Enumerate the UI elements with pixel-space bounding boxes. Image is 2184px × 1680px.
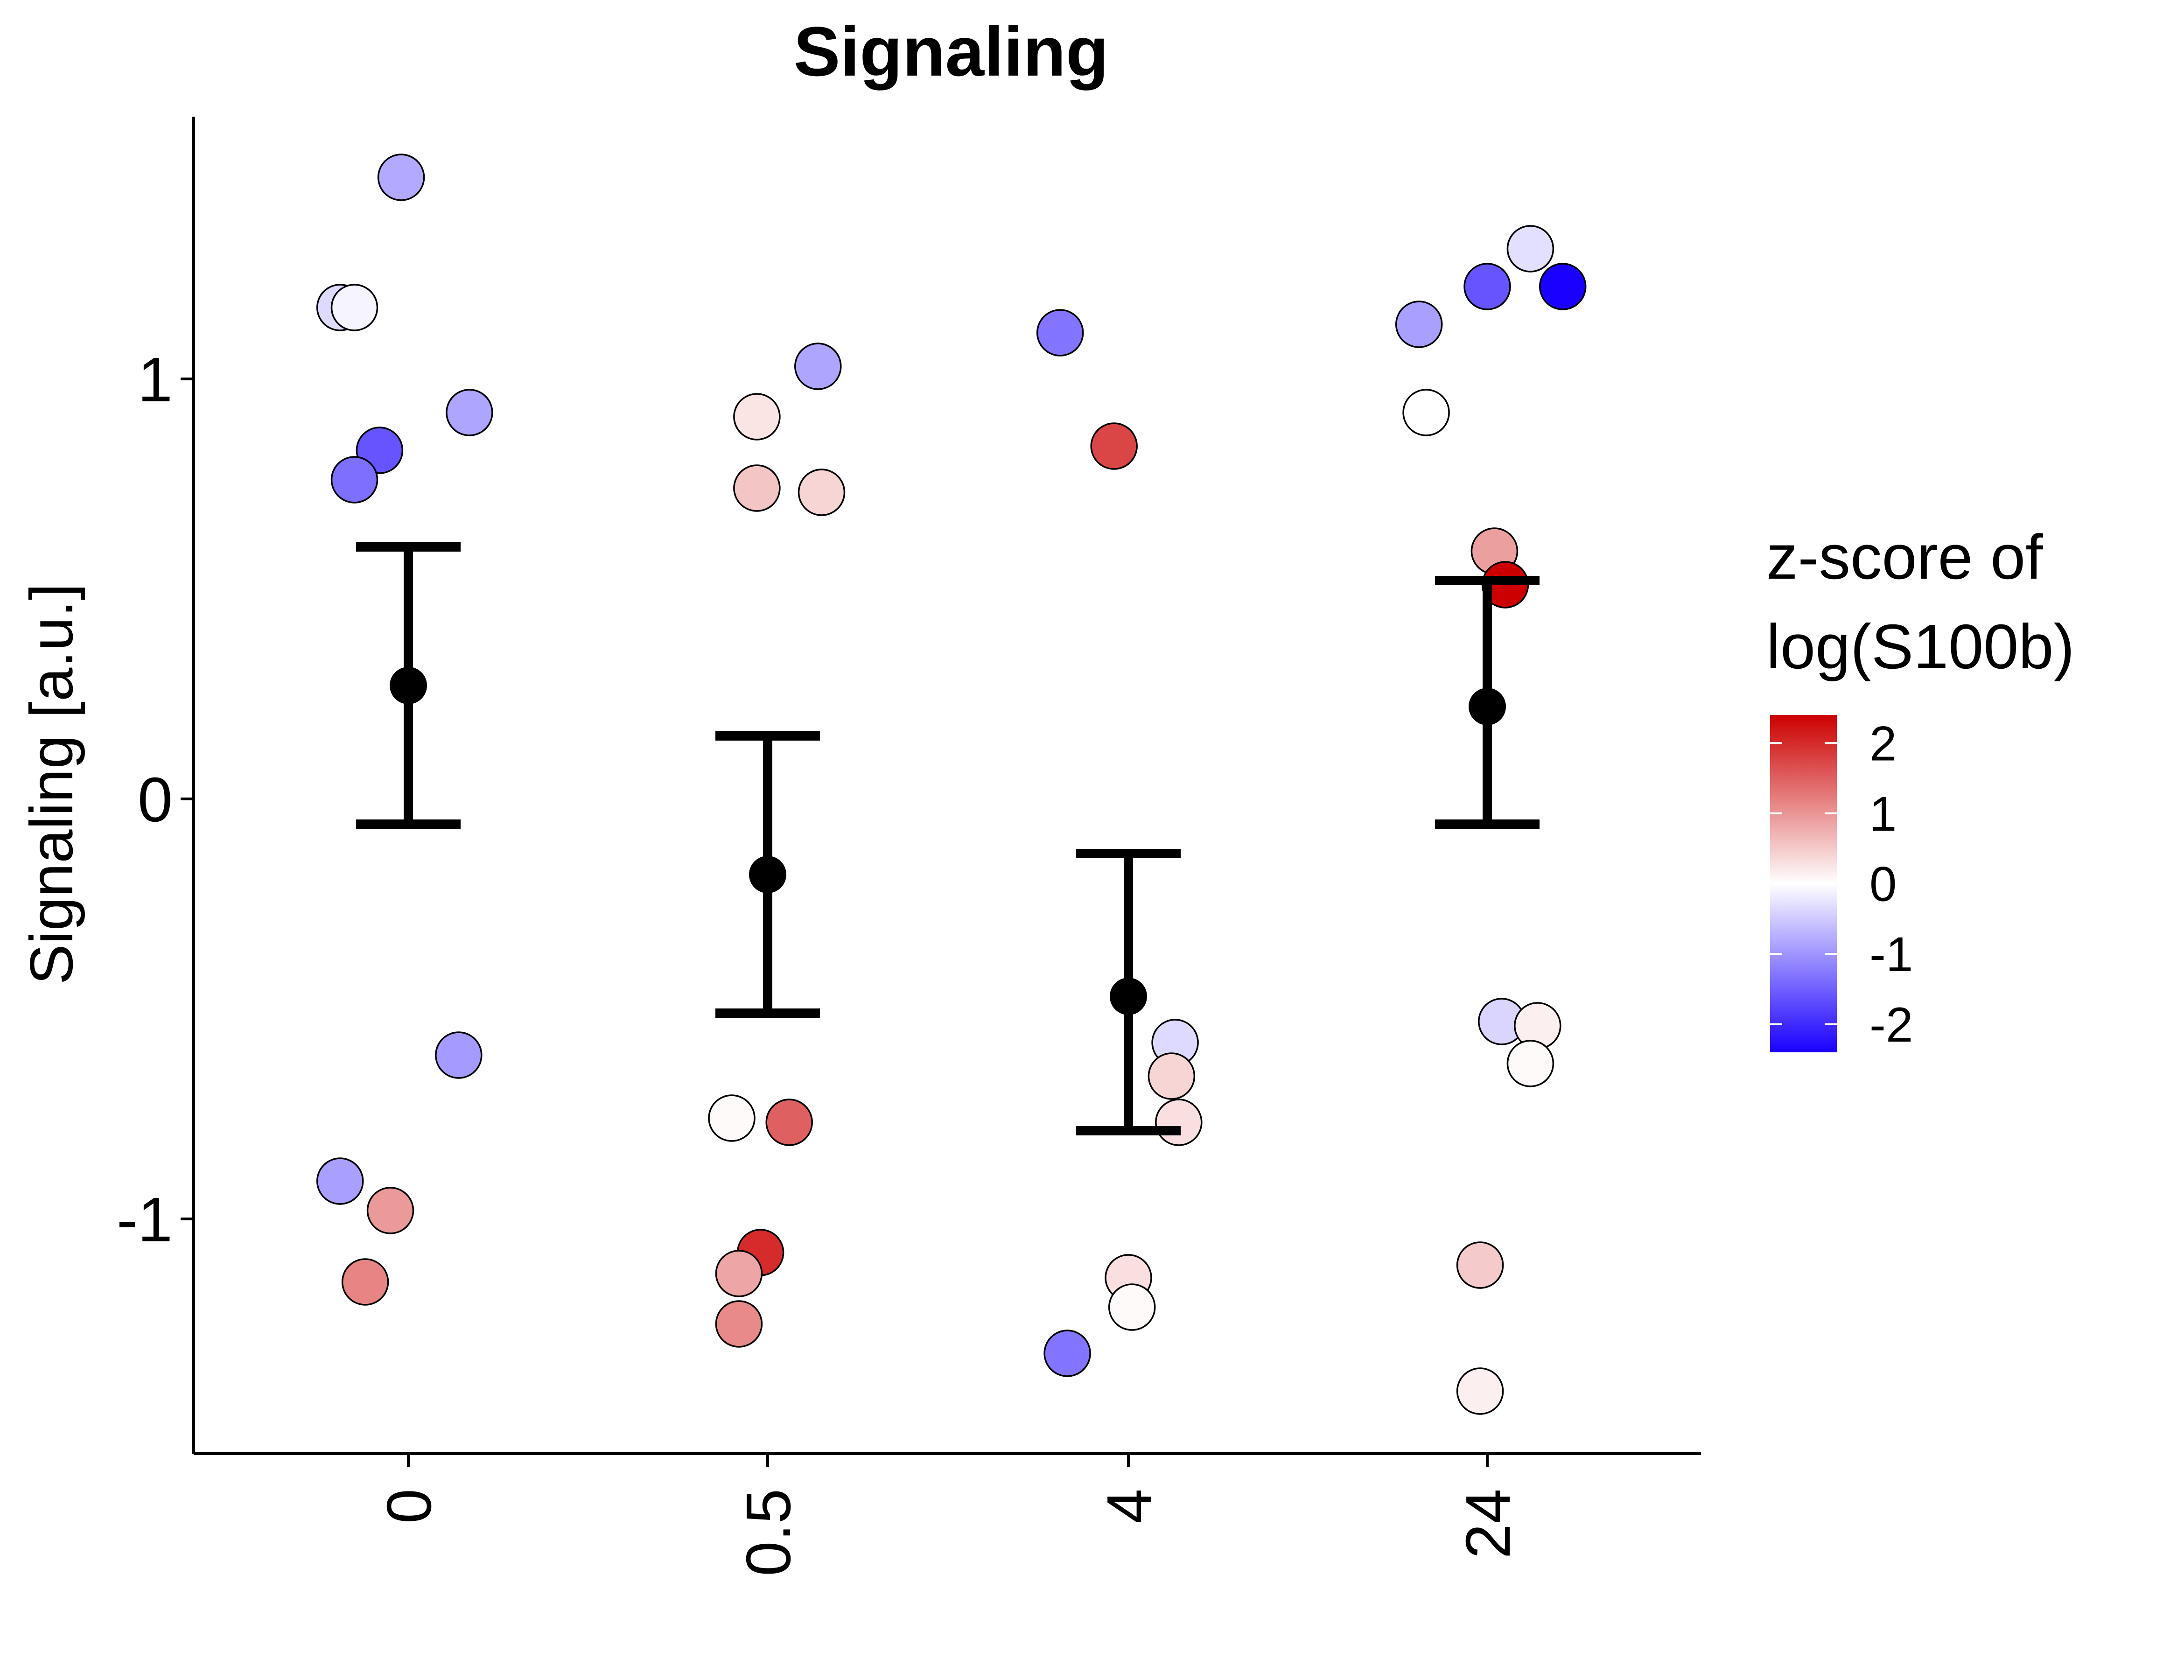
x-tick-label: 0 [374, 1489, 444, 1524]
x-tick-label: 24 [1453, 1489, 1523, 1559]
data-point [446, 389, 493, 436]
data-point [1456, 1367, 1504, 1415]
data-point [435, 1031, 483, 1079]
data-point [733, 464, 781, 512]
data-point [715, 1300, 763, 1348]
mean-point [1110, 978, 1147, 1015]
plot-area: 1 0 -1 0 0.5 4 24 [117, 117, 1701, 1576]
mean-point [749, 856, 786, 893]
data-point [1090, 422, 1138, 470]
data-point [330, 284, 378, 331]
x-tick-label: 4 [1094, 1489, 1164, 1524]
data-point [330, 456, 378, 504]
legend-title-line-2: log(S100b) [1766, 611, 2074, 682]
data-point [765, 1099, 813, 1146]
data-point [366, 1187, 414, 1234]
y-tick-label: -1 [117, 1184, 173, 1255]
data-point [708, 1094, 756, 1142]
mean-point [1469, 688, 1506, 725]
data-point [733, 393, 781, 441]
data-point [377, 154, 425, 201]
data-point [1506, 1040, 1554, 1087]
data-point [1108, 1283, 1156, 1331]
mean-point [390, 667, 427, 704]
data-point [798, 469, 846, 516]
data-point [1539, 263, 1587, 310]
data-point [1155, 1099, 1203, 1146]
y-tick-label: 0 [138, 764, 173, 835]
legend-tick-label: 1 [1869, 787, 1897, 841]
data-point [794, 343, 842, 390]
y-axis-label: Signaling [a.u.] [17, 583, 85, 985]
data-point [341, 1258, 389, 1306]
data-point [1456, 1241, 1504, 1289]
data-point [1506, 225, 1554, 273]
data-point [1148, 1052, 1196, 1100]
data-point [316, 1157, 364, 1205]
chart-title: Signaling [794, 12, 1109, 91]
data-point [1395, 301, 1443, 348]
data-point [1043, 1330, 1091, 1377]
legend-tick-label: 0 [1869, 857, 1897, 912]
legend-tick-label: -2 [1869, 998, 1913, 1052]
x-tick-label: 0.5 [733, 1489, 804, 1576]
legend-tick-label: 2 [1869, 716, 1897, 771]
data-point [1402, 389, 1450, 436]
data-point [715, 1250, 763, 1297]
legend-tick-label: -1 [1869, 927, 1913, 982]
legend: z-score of log(S100b) 2 1 0 -1 -2 [1766, 522, 2074, 1052]
y-tick-label: 1 [138, 344, 173, 415]
legend-title-line-1: z-score of [1766, 522, 2043, 592]
data-point [1036, 309, 1084, 357]
data-point [1463, 263, 1511, 310]
